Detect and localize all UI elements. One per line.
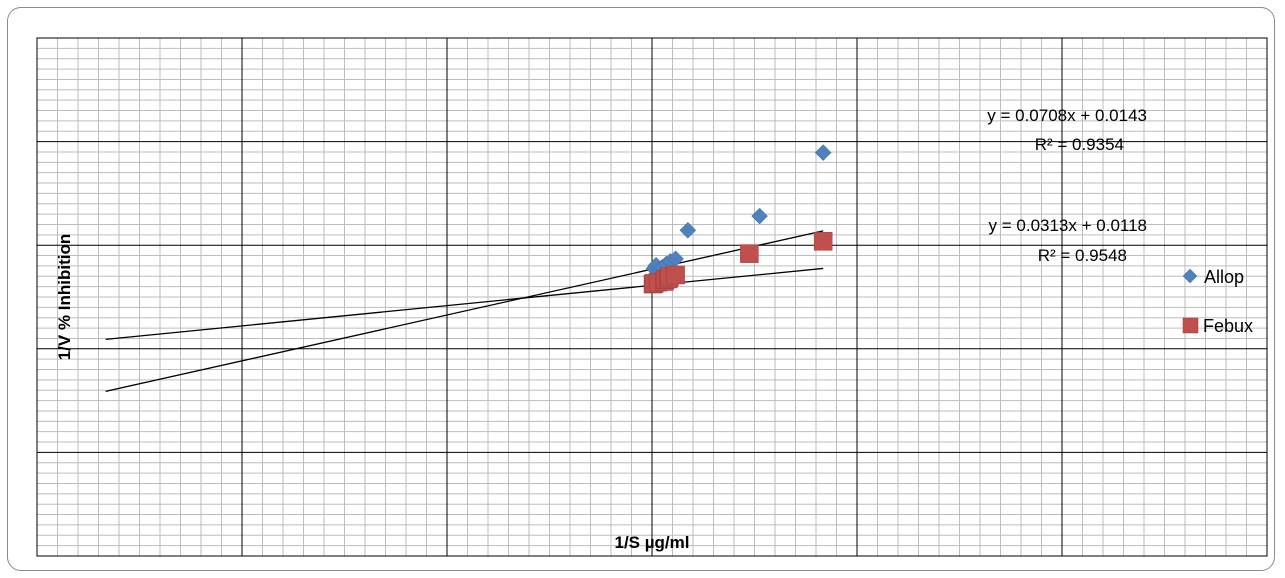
trendlines <box>105 230 824 392</box>
major-gridlines <box>37 38 1267 556</box>
data-point-febux <box>740 244 759 263</box>
febux-equation: y = 0.0313x + 0.0118 <box>989 216 1147 235</box>
data-point-allop <box>751 207 768 225</box>
data-point-febux <box>666 265 685 285</box>
legend-item-allop: Allop <box>1182 267 1244 287</box>
legend-label-allop: Allop <box>1204 267 1244 287</box>
trendline-febux <box>105 267 824 341</box>
trendline-allop <box>105 230 824 392</box>
data-points <box>643 144 833 294</box>
legend: Allop Febux <box>1182 267 1253 336</box>
febux-r-squared: R² = 0.9548 <box>1038 246 1127 265</box>
legend-label-febux: Febux <box>1203 316 1253 336</box>
legend-item-febux: Febux <box>1182 316 1253 336</box>
data-point-allop <box>814 144 832 161</box>
allop-equation: y = 0.0708x + 0.0143 <box>987 106 1147 125</box>
allop-r-squared: R² = 0.9354 <box>1035 135 1124 154</box>
x-axis-label: 1/S µg/ml <box>615 533 690 552</box>
data-point-febux <box>813 232 833 251</box>
plot-area <box>36 37 1268 557</box>
data-point-allop <box>679 221 697 239</box>
y-axis-label: 1/V % Inhibition <box>55 234 74 361</box>
allop-legend-marker <box>1182 268 1198 284</box>
febux-legend-marker <box>1182 317 1199 334</box>
chart-frame <box>7 7 1275 571</box>
